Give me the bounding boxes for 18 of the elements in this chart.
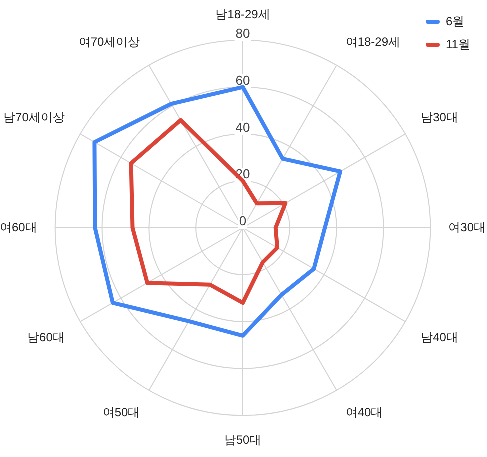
spoke-label: 여50대	[102, 406, 140, 420]
spoke-label: 남30대	[421, 110, 458, 124]
y-tick-label: 0	[239, 214, 247, 229]
spoke-label: 여30대	[448, 220, 486, 234]
legend-label: 11월	[446, 37, 470, 52]
spoke-label: 남50대	[224, 433, 262, 448]
y-tick-label: 40	[236, 120, 250, 135]
spoke-label: 여70세이상	[78, 35, 140, 50]
spoke-label: 남60대	[28, 330, 65, 344]
spoke-label: 여60대	[0, 220, 38, 234]
y-tick-label: 80	[236, 26, 250, 41]
legend-label: 6월	[446, 14, 465, 28]
spoke-label: 여40대	[346, 406, 384, 420]
spoke-label: 남70세이상	[4, 110, 65, 124]
y-tick-label: 60	[236, 72, 250, 88]
spoke-label: 남40대	[421, 330, 458, 344]
spoke-label: 남18-29세	[216, 7, 270, 22]
spoke-label: 여18-29세	[346, 35, 401, 50]
